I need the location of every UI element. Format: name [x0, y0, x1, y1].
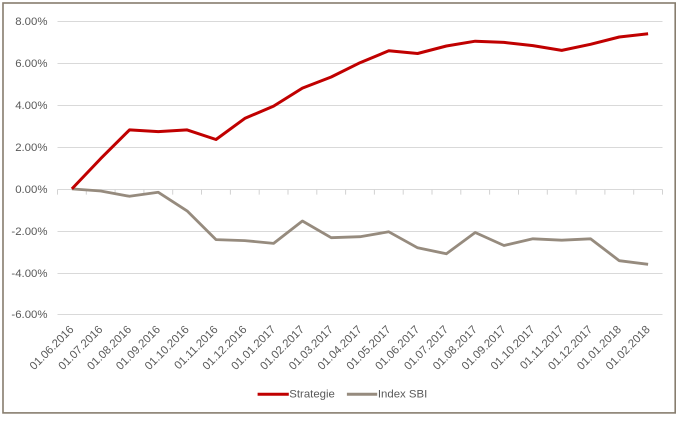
svg-text:-4.00%: -4.00% — [11, 268, 47, 280]
svg-text:Strategie: Strategie — [289, 388, 335, 400]
svg-text:4.00%: 4.00% — [15, 100, 47, 112]
svg-text:-6.00%: -6.00% — [11, 309, 47, 321]
svg-text:8.00%: 8.00% — [15, 16, 47, 28]
svg-text:2.00%: 2.00% — [15, 142, 47, 154]
svg-text:-2.00%: -2.00% — [11, 226, 47, 238]
svg-text:Index SBI: Index SBI — [378, 388, 427, 400]
svg-text:0.00%: 0.00% — [15, 184, 47, 196]
svg-text:6.00%: 6.00% — [15, 58, 47, 70]
